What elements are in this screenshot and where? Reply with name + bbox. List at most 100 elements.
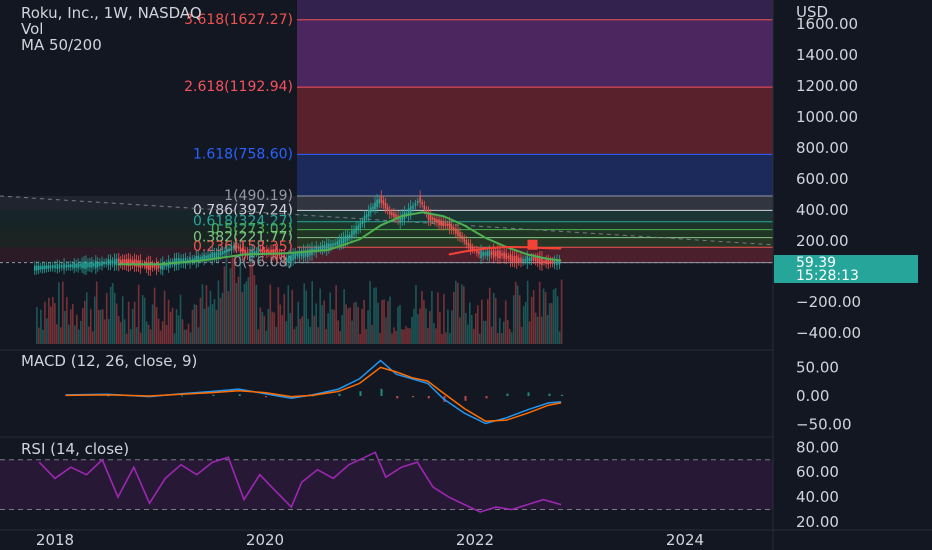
volume-bar [299,318,302,344]
candle-body [283,254,285,260]
price-series[interactable] [34,190,562,276]
volume-bar [169,311,172,344]
volume-bar [241,292,244,344]
volume-bar [46,318,48,344]
macd-histogram-bar [548,393,551,396]
volume-bar [183,329,186,344]
candle-body [505,253,508,260]
volume-bar [167,299,170,344]
volume-bar [544,292,547,344]
volume-bar [64,310,66,344]
macd-histogram-bar [506,393,509,396]
volume-bar [492,292,495,344]
volume-bar [397,306,399,344]
volume-bar [381,300,383,344]
candle-body [241,247,244,256]
candle-body [307,249,309,258]
volume-bar [227,291,230,344]
candle-body [93,263,95,267]
fib-level-label: 0.382(221.77) [193,230,293,246]
candle-body [419,195,421,203]
volume-bar [419,308,421,344]
macd-pane[interactable]: MACD (12, 26, close, 9) [21,352,564,425]
price-tick: 600.00 [796,170,849,188]
candle-body [370,207,372,213]
volume-bars [36,241,563,344]
candle-body [461,235,463,239]
volume-bar [459,317,461,344]
volume-bar [237,276,240,344]
candle-body [39,266,42,270]
candle-body [325,243,328,251]
volume-bar [107,319,110,344]
candle-body [391,212,393,216]
symbol-title[interactable]: Roku, Inc., 1W, NASDAQ [21,4,202,22]
volume-bar [321,304,323,344]
volume-bar [93,296,96,344]
volume-bar [439,312,441,344]
volume-bar [423,300,425,344]
rsi-pane[interactable]: RSI (14, close) [0,440,773,513]
candle-body [425,210,428,214]
volume-bar [339,331,341,344]
fib-zone [297,210,773,222]
volume-bar [494,298,497,344]
candle-body [95,260,97,269]
candle-body [127,258,130,267]
volume-bar [293,329,296,344]
volume-bar [514,281,517,344]
volume-bar [518,295,521,344]
ma-cross-marker [527,239,538,250]
volume-bar [548,303,551,344]
candle-body [155,262,158,270]
candle-body [43,265,46,270]
candle-body [109,259,112,266]
volume-bar [437,292,439,344]
candle-body [153,265,156,268]
candle-body [230,246,233,251]
volume-bar [403,329,405,344]
fib-zone [297,19,773,88]
volume-bar [203,308,206,344]
volume-bar [62,281,64,344]
candle-body [382,200,385,205]
fib-zone [297,221,773,230]
time-tick: 2018 [36,531,74,549]
volume-bar [201,284,204,344]
candle-body [409,206,412,214]
volume-bar [337,320,339,344]
fib-level-label: 2.618(1192.94) [184,79,293,95]
candle-body [317,247,320,250]
fibonacci-zones[interactable]: 3.618(1627.27) 2.618(1192.94) 1.618(758.60… [0,0,774,271]
volume-bar [510,332,513,344]
volume-legend[interactable]: Vol [21,20,44,38]
time-axis[interactable]: 2018 2020 2022 2024 [0,529,932,549]
candle-body [133,259,136,267]
volume-bar [89,309,92,344]
volume-bar [213,299,216,344]
candle-body [509,254,512,262]
candle-body [73,262,75,269]
candle-body [272,249,274,256]
candle-body [405,212,408,215]
macd-histogram-bar [338,393,341,396]
candle-body [471,247,474,250]
volume-bar [221,292,224,344]
candle-body [378,199,380,204]
macd-histogram-bar [107,395,110,397]
volume-bar [389,296,391,344]
volume-bar [175,309,178,344]
ma-legend[interactable]: MA 50/200 [21,36,102,54]
volume-bar [143,297,146,344]
candle-body [151,264,154,268]
macd-histogram-bar [464,396,467,401]
volume-bar [38,327,40,344]
volume-bar [391,333,393,344]
volume-bar [58,282,60,344]
volume-bar [512,295,515,344]
volume-bar [171,307,174,344]
candle-body [209,253,211,259]
rsi-line [38,451,562,513]
volume-bar [42,329,44,344]
